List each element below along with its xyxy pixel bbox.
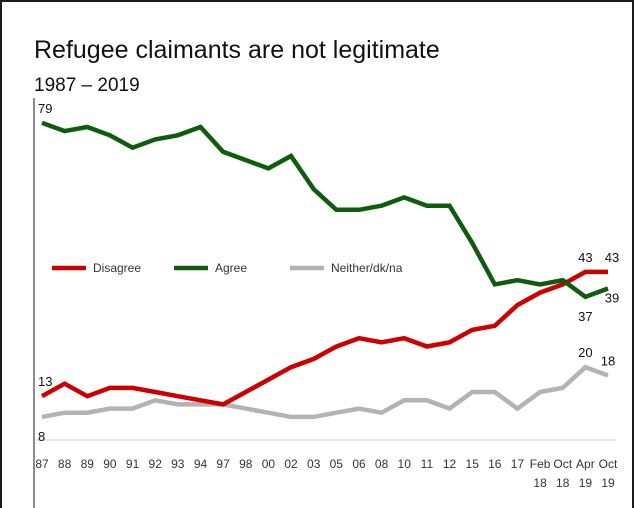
data-label-disagree-24: 43	[578, 250, 592, 265]
legend-label-neither-dk-na: Neither/dk/na	[331, 261, 403, 275]
x-tick-label-11: 02	[284, 457, 298, 471]
chart-title: Refugee claimants are not legitimate	[34, 36, 440, 64]
x-tick-label-16: 10	[398, 457, 412, 471]
x-tick-label-12: 03	[307, 457, 321, 471]
series-line-neither-dk-na	[41, 364, 609, 420]
x-tick-label-15: 08	[375, 457, 389, 471]
x-axis-ticks: 87 88 89 90 91 92 93 94 97 98 00 02 03 05 06 08 10 11 12 15…	[35, 457, 618, 490]
x-tick-label-25-line2: 19	[601, 476, 615, 490]
data-label-agree-0: 79	[38, 101, 52, 116]
x-tick-label-13: 05	[330, 457, 344, 471]
data-label-agree-24: 37	[578, 309, 592, 324]
x-tick-label-24-line2: 19	[579, 476, 593, 490]
data-labels: 13 79 8 43 43 37 39 20 18	[38, 101, 619, 444]
x-tick-label-23-line2: 18	[556, 476, 570, 490]
data-label-neither-dk-na-24: 20	[578, 345, 592, 360]
x-tick-label-7: 94	[194, 457, 208, 471]
legend-label-disagree: Disagree	[93, 261, 141, 275]
x-tick-label-19: 15	[466, 457, 480, 471]
legend: Disagree Agree Neither/dk/na	[52, 261, 403, 275]
x-tick-label-25: Oct	[599, 457, 618, 471]
data-label-disagree-0: 13	[38, 374, 52, 389]
series-lines	[40, 120, 609, 420]
x-tick-label-6: 93	[171, 457, 185, 471]
x-tick-label-22: Feb	[530, 457, 551, 471]
x-tick-label-10: 00	[262, 457, 276, 471]
legend-label-agree: Agree	[215, 261, 247, 275]
data-label-neither-dk-na-25: 18	[601, 354, 615, 369]
x-tick-label-9: 98	[239, 457, 253, 471]
x-tick-label-20: 16	[488, 457, 502, 471]
x-tick-label-21: 17	[511, 457, 525, 471]
x-tick-label-17: 11	[421, 457, 434, 471]
x-tick-label-8: 97	[216, 457, 230, 471]
series-line-disagree	[40, 269, 608, 407]
x-tick-label-1: 88	[58, 457, 72, 471]
x-tick-label-23: Oct	[553, 457, 572, 471]
data-label-neither-dk-na-0: 8	[38, 429, 45, 444]
x-tick-label-24: Apr	[576, 457, 595, 471]
x-tick-label-22-line2: 18	[533, 476, 547, 490]
series-line-agree	[41, 120, 609, 300]
data-label-disagree-25: 43	[605, 250, 619, 265]
data-label-agree-25: 39	[605, 291, 619, 306]
x-tick-label-18: 12	[443, 457, 457, 471]
x-tick-label-2: 89	[81, 457, 95, 471]
x-tick-label-14: 06	[352, 457, 366, 471]
x-tick-label-3: 90	[103, 457, 117, 471]
x-tick-label-0: 87	[35, 457, 49, 471]
chart-subtitle: 1987 – 2019	[34, 75, 140, 96]
x-tick-label-5: 92	[149, 457, 163, 471]
x-tick-label-4: 91	[126, 457, 140, 471]
